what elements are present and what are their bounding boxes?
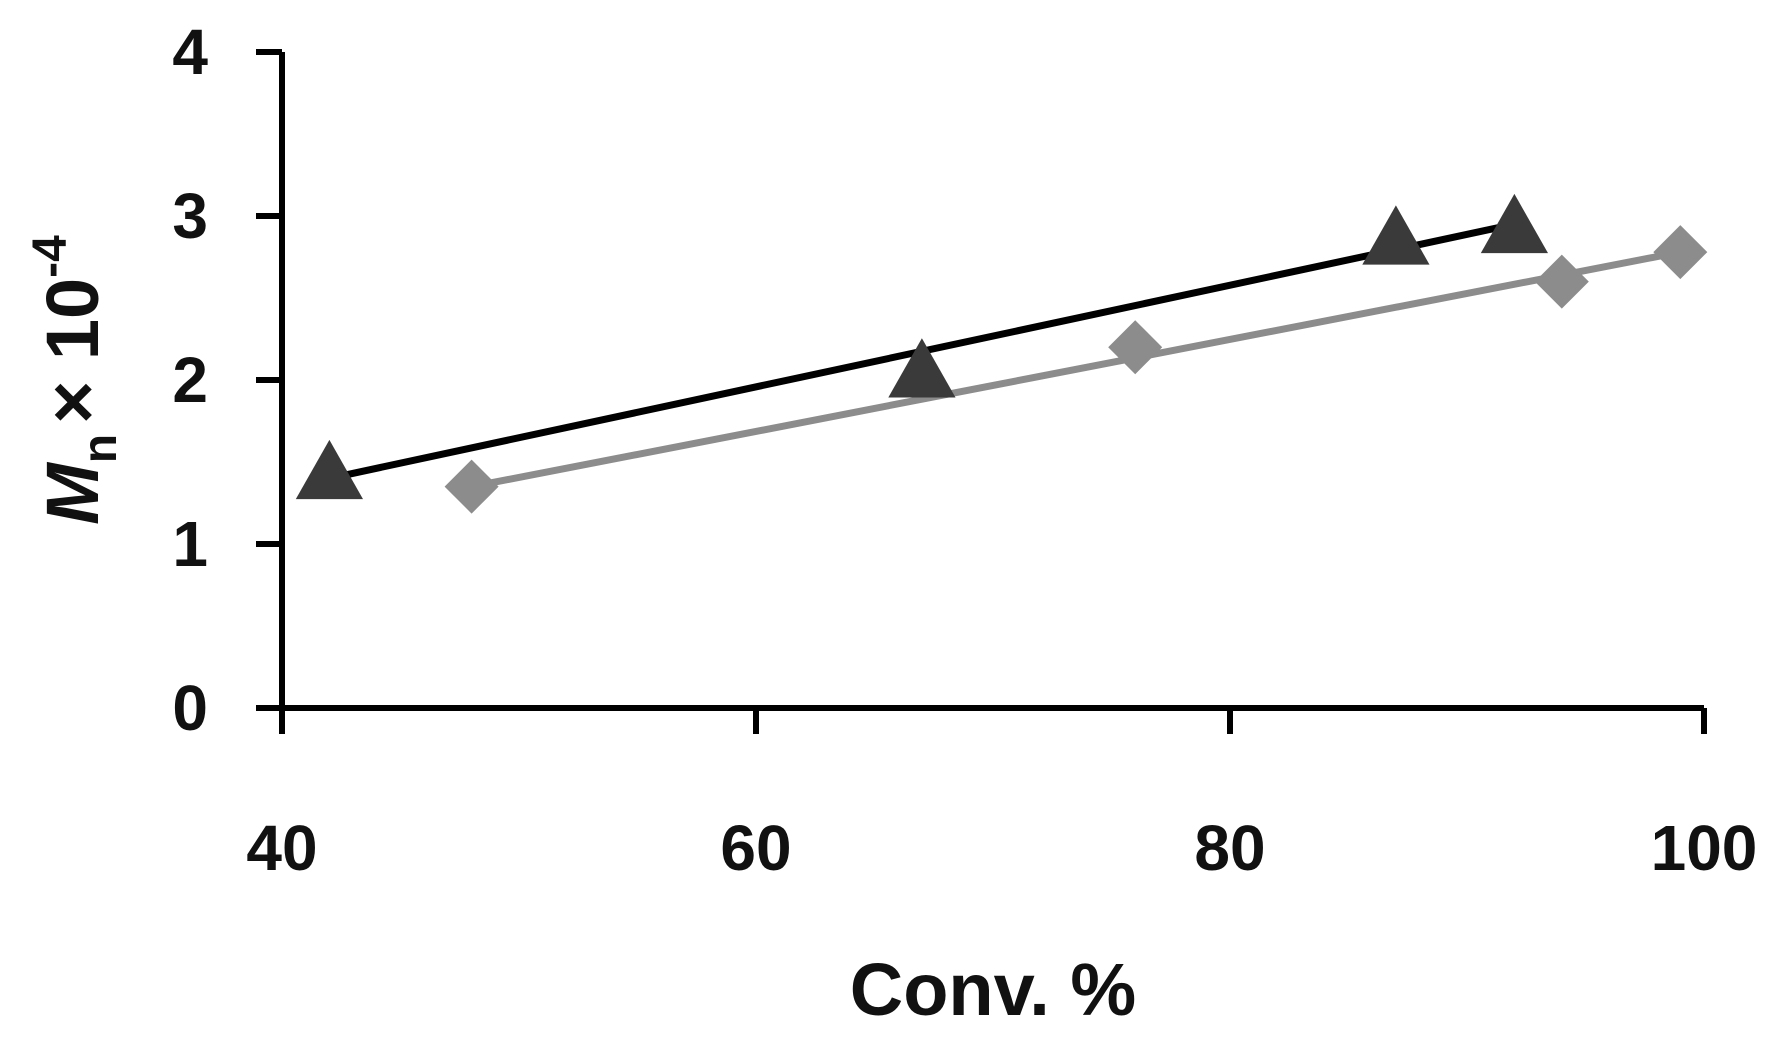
- axes: [256, 52, 1704, 711]
- y-tick-label-0: 0: [172, 672, 208, 744]
- y-axis-times: × 10: [31, 278, 114, 424]
- diamond-point-1: [444, 459, 499, 514]
- trendlines: [325, 220, 1684, 491]
- diamond-point-4: [1653, 225, 1708, 280]
- ticks: [256, 49, 1707, 734]
- y-tick-label-1: 1: [172, 508, 208, 580]
- x-tick-label-40: 40: [246, 812, 317, 884]
- trendline-series-2: [468, 248, 1684, 491]
- y-axis-title: Mn × 10-4: [24, 235, 127, 525]
- y-tick-label-4: 4: [172, 16, 208, 88]
- markers: [295, 193, 1708, 514]
- triangle-point-4: [1480, 193, 1548, 254]
- diamond-point-3: [1534, 254, 1589, 309]
- y-tick-label-3: 3: [172, 180, 208, 252]
- x-tick-label-100: 100: [1651, 812, 1758, 884]
- y-axis-subscript: n: [74, 434, 127, 463]
- x-tick-label-60: 60: [720, 812, 791, 884]
- triangle-point-1: [295, 439, 363, 500]
- triangle-point-3: [1362, 205, 1430, 265]
- x-axis-title: Conv. %: [850, 948, 1136, 1031]
- tick-labels: 40 60 80 100 0 1 2 3 4: [172, 16, 1757, 884]
- y-axis-symbol: M: [31, 462, 114, 525]
- y-tick-label-2: 2: [172, 344, 208, 416]
- y-axis-exponent: -4: [24, 235, 77, 278]
- x-tick-label-80: 80: [1194, 812, 1265, 884]
- triangle-point-2: [888, 338, 956, 398]
- diamond-point-2: [1108, 320, 1163, 375]
